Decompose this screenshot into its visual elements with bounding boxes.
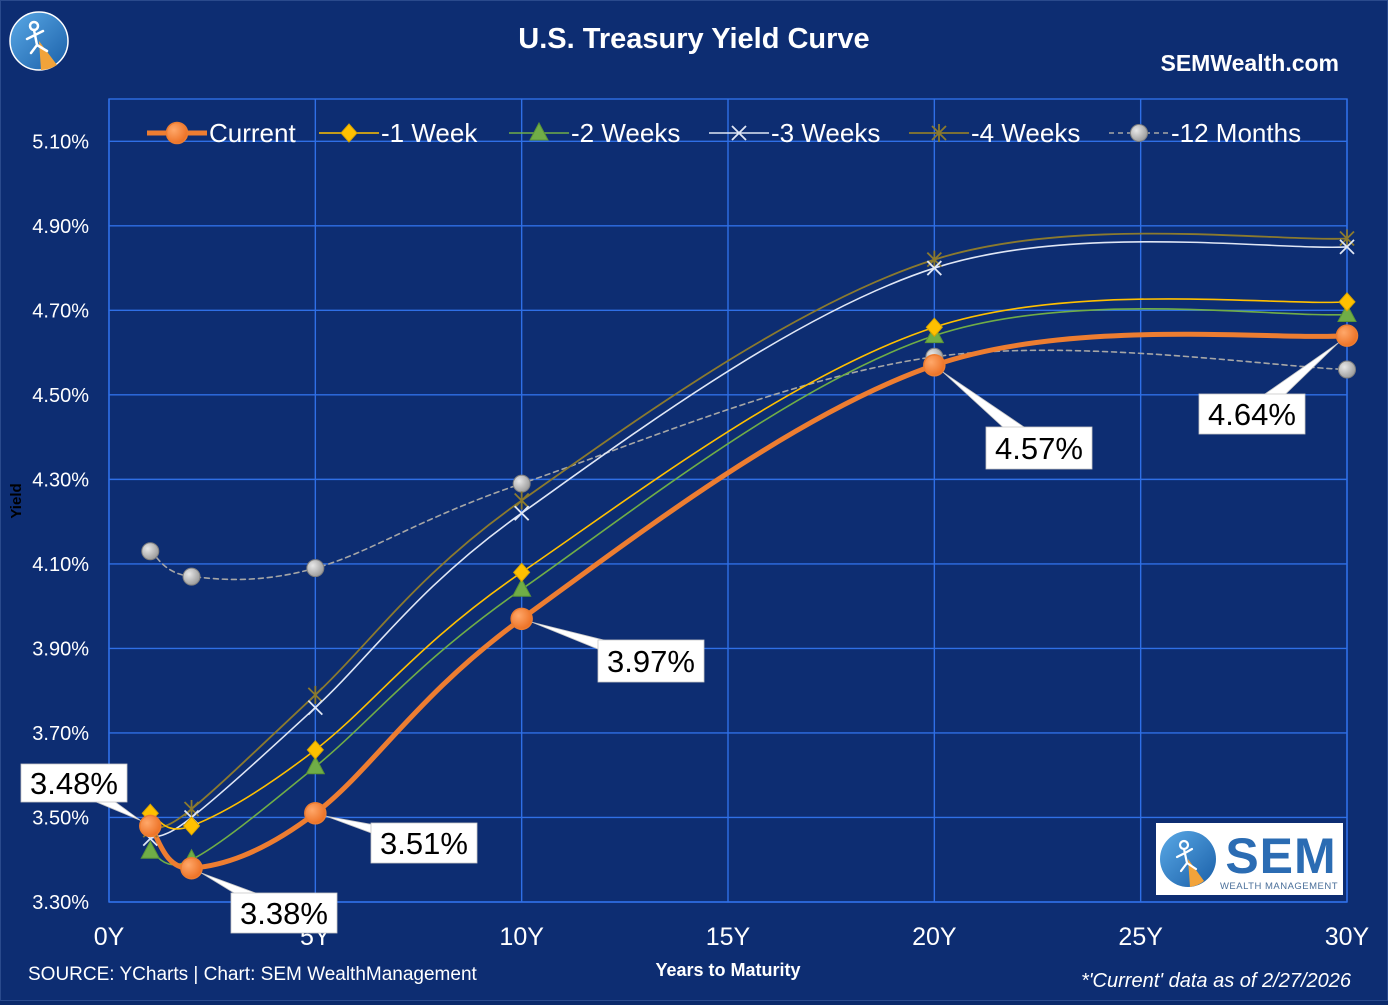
legend-label: -3 Weeks: [771, 118, 880, 148]
series-line-12-months: [149, 349, 1348, 581]
plot-border: [108, 98, 1348, 903]
y-axis-label: Yield: [8, 483, 25, 518]
point-1-week: [306, 740, 325, 760]
y-tick-label: 4.30%: [32, 469, 89, 491]
point-2-weeks: [511, 578, 532, 597]
point-3-weeks: [926, 260, 942, 276]
y-tick-label: 3.30%: [32, 892, 89, 914]
legend-marker: [340, 123, 358, 143]
legend-marker: [529, 121, 549, 141]
data-label: 3.51%: [380, 826, 468, 861]
data-label-callouts: 3.48% 3.38% 3.51% 3.97% 4.57% 4.64%: [20, 342, 1339, 934]
source-note: SOURCE: YCharts | Chart: SEM WealthManag…: [28, 964, 478, 985]
callout-box: [985, 426, 1093, 470]
x-tick-label: 20Y: [912, 923, 957, 951]
point-12-months: [306, 559, 325, 578]
callout-box: [597, 639, 705, 683]
series-markers: [139, 229, 1359, 880]
point-12-months: [1338, 360, 1356, 379]
chart-title: U.S. Treasury Yield Curve: [518, 23, 869, 55]
point-current: [923, 354, 946, 377]
legend-label: Current: [209, 118, 296, 148]
data-label: 4.57%: [995, 431, 1083, 466]
logo-sub-text: WEALTH MANAGEMENT: [1220, 881, 1338, 892]
data-label: 4.64%: [1208, 397, 1296, 432]
x-tick-label: 0Y: [94, 923, 125, 951]
x-axis-label: Years to Maturity: [655, 960, 800, 980]
x-tick-label: 30Y: [1325, 923, 1370, 951]
series-line-3-weeks: [149, 240, 1348, 840]
point-1-week: [182, 816, 201, 836]
y-tick-label: 3.90%: [32, 638, 89, 660]
point-2-weeks: [1337, 303, 1357, 323]
callout-box: [1198, 393, 1306, 435]
y-tick-label: 4.10%: [32, 554, 89, 576]
data-label: 3.38%: [240, 896, 328, 931]
point-2-weeks: [140, 840, 161, 859]
point-current: [139, 814, 162, 838]
point-4-weeks: [183, 800, 200, 819]
series-line-current: [147, 331, 1350, 871]
site-url[interactable]: SEMWealth.com: [1161, 50, 1340, 76]
series-line-4-weeks: [149, 232, 1348, 832]
y-tick-label: 3.50%: [32, 807, 89, 829]
y-tick-label: 5.10%: [32, 131, 89, 153]
y-tick-label: 4.50%: [32, 385, 89, 407]
point-12-months: [182, 567, 201, 586]
point-12-months: [141, 542, 160, 561]
series-lines: [147, 232, 1350, 871]
point-3-weeks: [307, 699, 323, 716]
point-1-week: [512, 562, 531, 583]
y-tick-label: 4.70%: [32, 300, 89, 322]
point-3-weeks: [514, 505, 530, 521]
data-label: 3.97%: [607, 644, 695, 679]
data-label: 3.48%: [30, 766, 118, 801]
point-1-week: [1338, 292, 1356, 312]
x-tick-label: 15Y: [706, 923, 751, 951]
legend: Current -1 Week -2 Weeks -3 Weeks -4 Weeks -1…: [147, 118, 1301, 148]
point-12-months: [512, 474, 531, 493]
point-4-weeks: [307, 685, 323, 704]
x-tick-label: 10Y: [499, 923, 544, 951]
legend-marker: [1130, 124, 1148, 142]
callout-box: [370, 822, 478, 864]
series-line-1-week: [149, 298, 1348, 830]
x-axis-ticks: 0Y 5Y 10Y 15Y 20Y 25Y 30Y: [94, 923, 1370, 951]
point-current: [180, 856, 203, 880]
legend-label: -1 Week: [381, 118, 478, 148]
point-2-weeks: [305, 755, 326, 775]
sem-badge-logo: [9, 11, 69, 71]
point-current: [304, 801, 327, 825]
legend-label: -2 Weeks: [571, 118, 680, 148]
legend-marker: [731, 125, 747, 141]
legend-label: -4 Weeks: [971, 118, 1080, 148]
callout-box: [230, 892, 338, 934]
point-current: [510, 607, 533, 631]
point-current: [1335, 324, 1359, 347]
legend-marker: [931, 124, 947, 142]
y-axis-ticks: 3.30% 3.50% 3.70% 3.90% 4.10% 4.30% 4.50% 4.70%…: [32, 131, 89, 914]
as-of-note: *'Current' data as of 2/27/2026: [1081, 970, 1352, 992]
x-tick-label: 25Y: [1118, 923, 1163, 951]
sem-wealth-logo: SEM WEALTH MANAGEMENT: [1156, 823, 1343, 895]
y-tick-label: 4.90%: [32, 216, 89, 238]
series-line-2-weeks: [149, 308, 1348, 866]
legend-label: -12 Months: [1171, 118, 1301, 148]
point-1-week: [925, 317, 944, 337]
logo-sem-text: SEM: [1225, 828, 1336, 884]
y-tick-label: 3.70%: [32, 723, 89, 745]
callout-box: [20, 763, 128, 803]
point-3-weeks: [1339, 239, 1355, 255]
point-4-weeks: [514, 491, 530, 510]
legend-marker: [165, 121, 189, 145]
gridlines: [108, 98, 1348, 903]
